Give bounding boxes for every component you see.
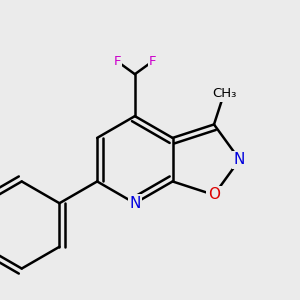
Text: N: N bbox=[129, 196, 141, 211]
Text: O: O bbox=[208, 188, 220, 202]
Text: CH₃: CH₃ bbox=[212, 87, 236, 100]
Text: F: F bbox=[113, 55, 121, 68]
Text: F: F bbox=[149, 55, 156, 68]
Text: N: N bbox=[234, 152, 245, 167]
